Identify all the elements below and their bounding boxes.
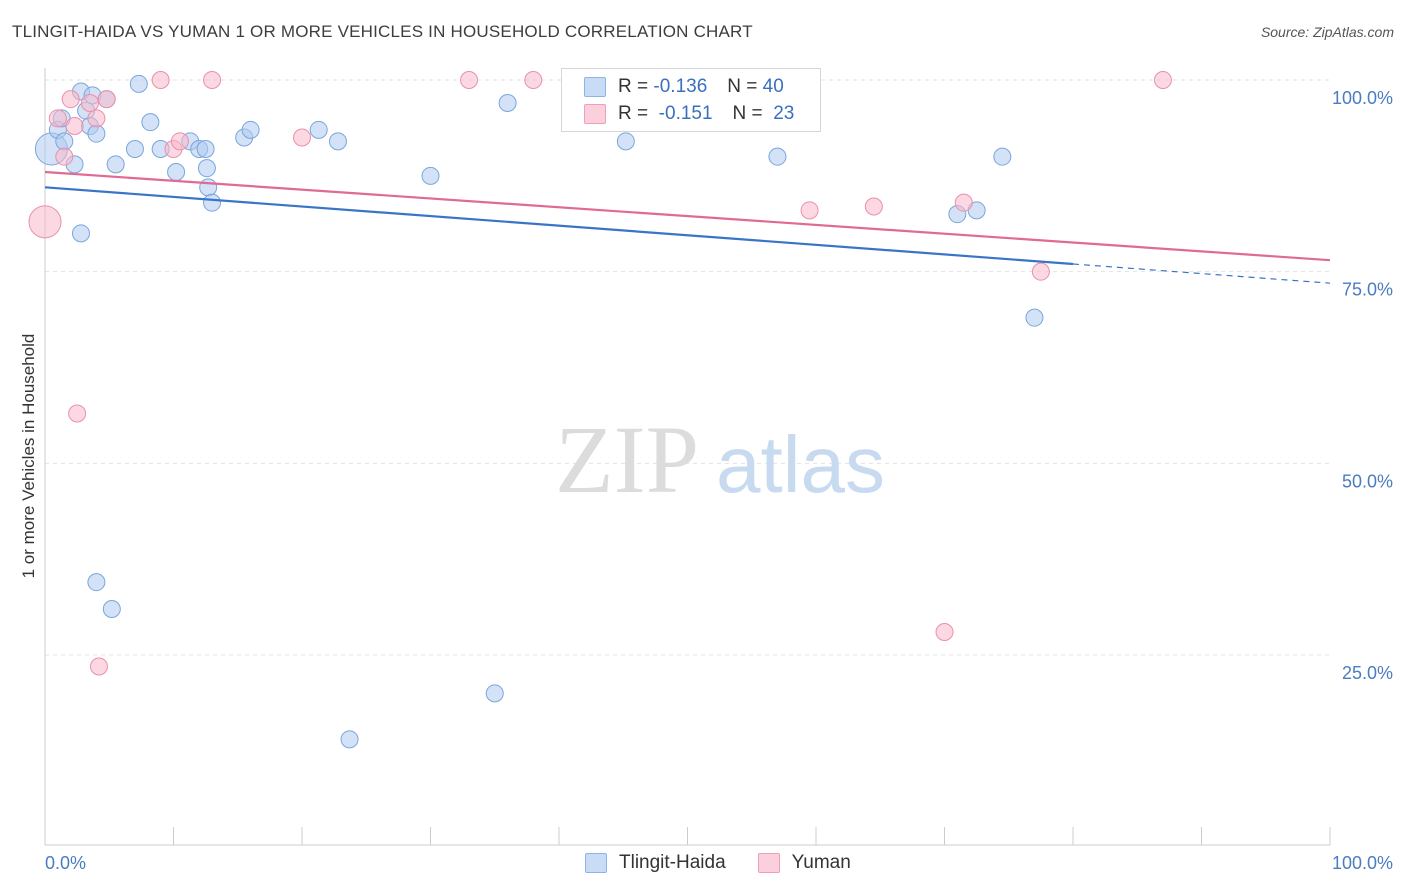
yuman-point (68, 404, 87, 423)
watermark-atlas: atlas (716, 420, 885, 509)
y-axis-tick-labels: 100.0% 75.0% 50.0% 25.0% (1332, 88, 1393, 683)
legend-row-yuman: R = -0.151 N = 23 (584, 102, 794, 126)
yuman-point (55, 147, 74, 166)
yuman-point (97, 90, 116, 109)
x-tick-label: 0.0% (45, 853, 86, 873)
tlingit-haida-point (197, 159, 216, 178)
x-tick-label: 100.0% (1332, 853, 1393, 873)
x-axis-ticks (44, 827, 1331, 845)
y-axis-label: 1 or more Vehicles in Household (19, 334, 38, 579)
tlingit-haida-point (1025, 308, 1044, 327)
y-tick-label: 25.0% (1342, 663, 1393, 683)
r-value: -0.151 (658, 103, 713, 124)
legend-swatch-yuman (757, 853, 780, 873)
tlingit-haida-point (768, 147, 787, 166)
yuman-point (954, 193, 973, 212)
tlingit-haida-point (141, 113, 160, 132)
tlingit-haida-point (203, 193, 222, 212)
yuman-point (151, 71, 170, 89)
yuman-point (28, 205, 62, 239)
chart-title: TLINGIT-HAIDA VS YUMAN 1 OR MORE VEHICLE… (12, 22, 753, 41)
tlingit-haida-point (125, 140, 144, 158)
n-label: N = (727, 76, 758, 97)
series-legend: Tlingit-Haida Yuman (585, 852, 883, 874)
n-value: 40 (762, 76, 784, 97)
yuman-point (170, 132, 189, 151)
tlingit-haida-point (196, 140, 215, 158)
legend-swatch-yuman (584, 104, 606, 124)
data-points (28, 71, 1172, 749)
tlingit-haida-point (485, 684, 504, 703)
tlingit-haida-point (340, 730, 359, 749)
yuman-point (203, 71, 222, 89)
grid-lines (45, 79, 1330, 656)
tlingit-haida-point (87, 124, 106, 143)
r-label: R = (618, 103, 649, 124)
legend-item-yuman: Yuman (757, 852, 851, 874)
tlingit-haida-point (616, 132, 635, 151)
correlation-legend: R = -0.136 N = 40 R = -0.151 N = 23 (561, 68, 821, 132)
tlingit-haida-point (71, 224, 90, 243)
legend-label-tlingit-haida: Tlingit-Haida (619, 852, 726, 873)
tlingit-haida-point (106, 155, 125, 174)
yuman-point (935, 623, 954, 641)
yuman-point (87, 109, 106, 128)
trend-lines (44, 170, 1331, 284)
y-tick-label: 100.0% (1332, 88, 1393, 108)
legend-swatch-tlingit-haida (584, 77, 606, 97)
yuman-point (80, 94, 99, 112)
legend-item-tlingit-haida: Tlingit-Haida (585, 852, 726, 874)
tlingit-haida-point (129, 74, 148, 93)
yuman-point (65, 117, 84, 135)
n-value: 23 (773, 103, 795, 124)
tlingit-haida-point (241, 120, 260, 139)
r-label: R = (618, 76, 649, 97)
yuman-trend-line (44, 170, 1331, 262)
yuman-point (524, 71, 543, 89)
legend-label-yuman: Yuman (791, 852, 851, 873)
n-label: N = (732, 103, 763, 124)
tlingit-haida-trend-extension (1072, 263, 1331, 284)
legend-row-tlingit-haida: R = -0.136 N = 40 (584, 75, 784, 99)
yuman-point (460, 71, 479, 89)
tlingit-haida-point (328, 132, 347, 151)
tlingit-haida-point (87, 573, 106, 592)
r-value: -0.136 (653, 76, 708, 97)
yuman-point (864, 197, 883, 216)
tlingit-haida-point (55, 132, 74, 151)
yuman-point (61, 90, 80, 109)
watermark-zip: ZIP (555, 406, 699, 513)
yuman-point (48, 109, 67, 128)
yuman-point (89, 657, 108, 676)
yuman-point (293, 128, 311, 147)
tlingit-haida-point (309, 120, 328, 139)
tlingit-haida-point (199, 178, 218, 197)
tlingit-haida-point (421, 166, 440, 185)
tlingit-haida-point (993, 147, 1012, 166)
yuman-point (800, 201, 819, 220)
watermark: ZIP atlas (555, 406, 885, 513)
tlingit-haida-point (167, 163, 186, 181)
y-tick-label: 75.0% (1342, 280, 1393, 300)
x-axis-tick-labels: 0.0% 100.0% (45, 853, 1393, 873)
y-tick-label: 50.0% (1342, 471, 1393, 491)
legend-swatch-tlingit-haida (585, 853, 607, 873)
tlingit-haida-point (498, 94, 517, 112)
tlingit-haida-trend-line (44, 186, 1074, 266)
source-credit: Source: ZipAtlas.com (1260, 24, 1394, 40)
yuman-point (1153, 71, 1172, 89)
tlingit-haida-point (102, 600, 121, 618)
yuman-point (1031, 262, 1050, 281)
